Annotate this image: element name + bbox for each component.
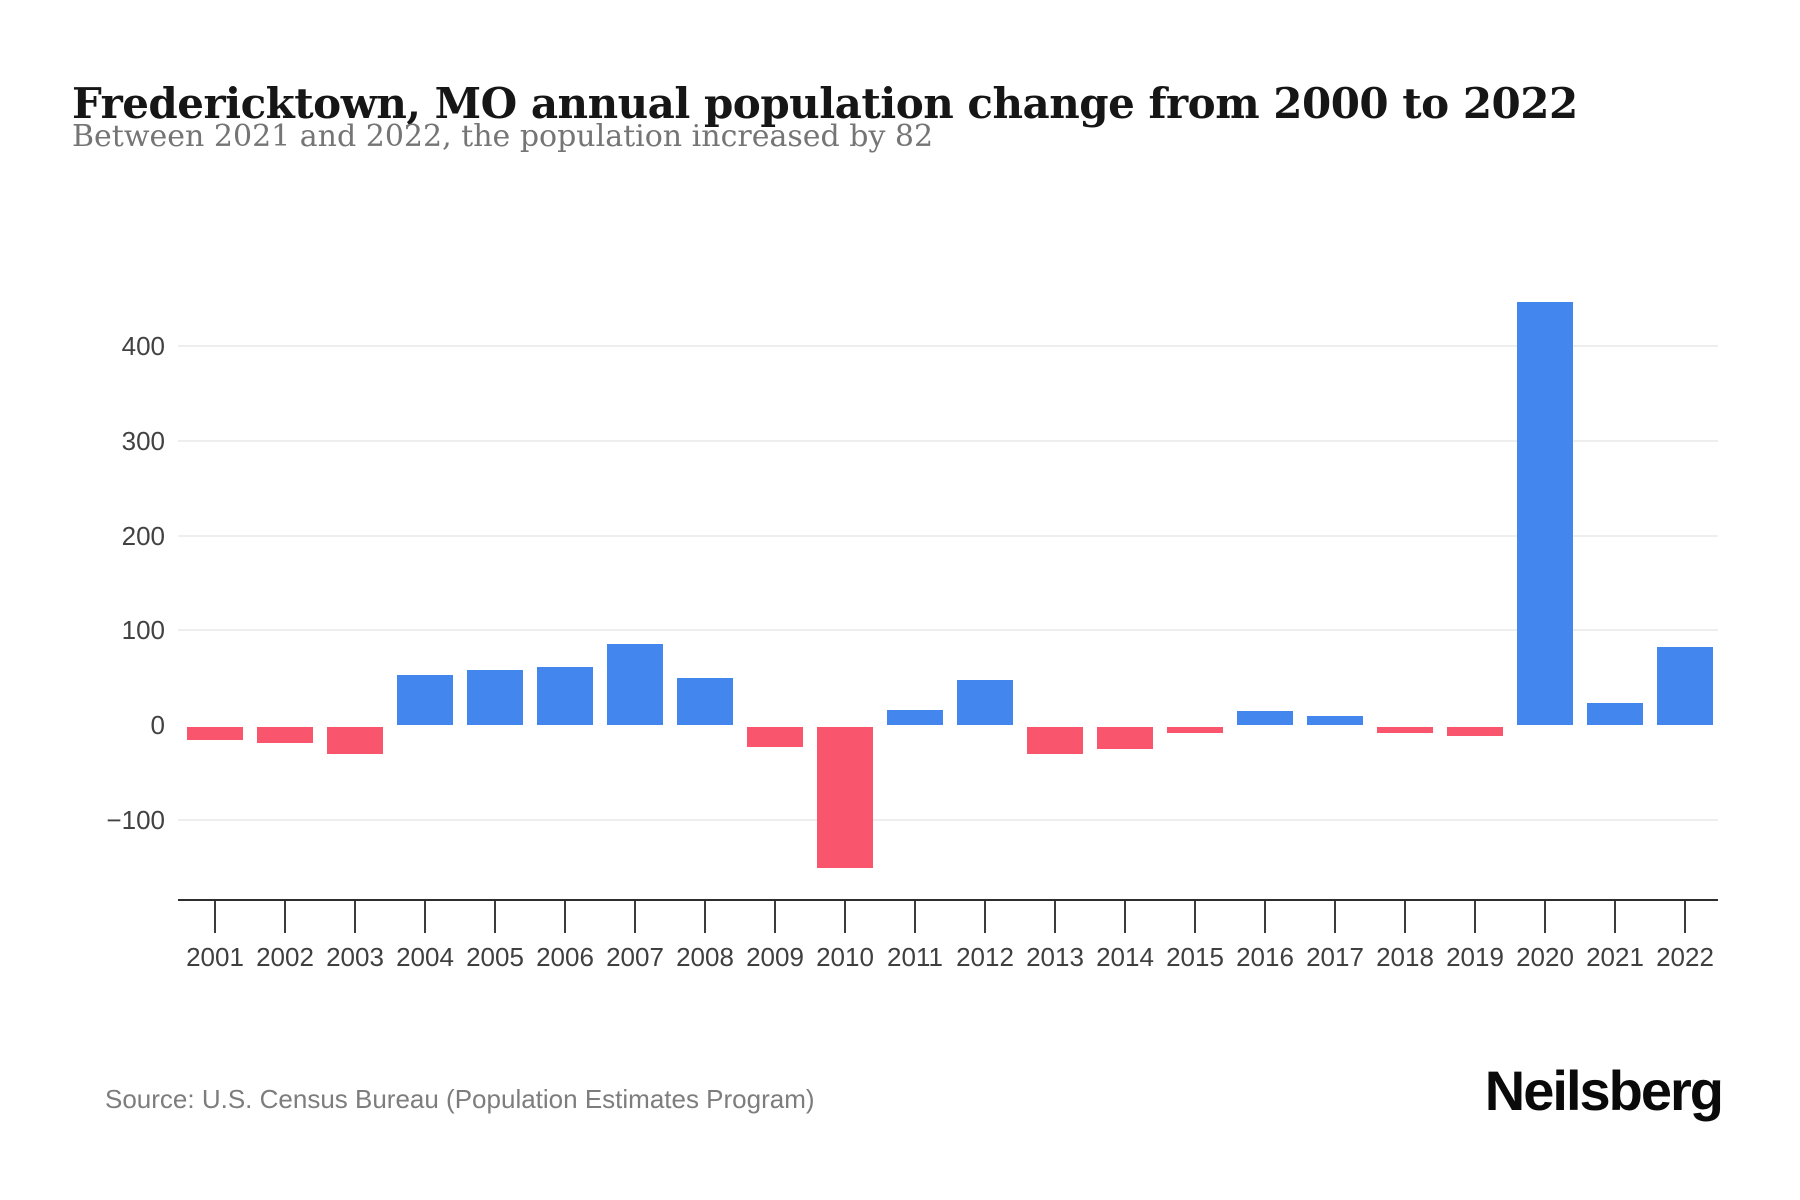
bar-2006[interactable] <box>537 667 593 725</box>
gridline-100 <box>178 629 1718 632</box>
gridline-400 <box>178 345 1718 347</box>
y-axis-tick-label: 0 <box>150 710 165 740</box>
bar-2001[interactable] <box>187 727 243 741</box>
x-axis-tick <box>564 901 566 933</box>
gridline-200 <box>178 534 1718 537</box>
y-axis-tick-label: 100 <box>121 615 165 646</box>
x-axis-tick <box>774 901 776 933</box>
x-axis-tick <box>214 901 216 933</box>
x-axis-tick <box>424 901 426 933</box>
x-axis-year-label: 2009 <box>746 942 804 972</box>
x-axis-tick <box>1264 901 1266 933</box>
gridline-300 <box>178 439 1718 442</box>
x-axis-tick <box>704 901 706 933</box>
x-axis-year-label: 2008 <box>676 942 734 972</box>
bar-2017[interactable] <box>1307 716 1363 725</box>
x-axis-year-label: 2014 <box>1096 942 1154 972</box>
x-axis-year-label: 2022 <box>1656 942 1714 972</box>
neilsberg-logo: Neilsberg <box>1484 1059 1724 1122</box>
x-axis-year-label: 2005 <box>466 942 524 972</box>
y-axis-tick-label: 400 <box>121 331 165 361</box>
x-axis-year-label: 2002 <box>256 942 314 972</box>
x-axis-year-label: 2020 <box>1516 942 1574 972</box>
bar-2004[interactable] <box>397 674 453 725</box>
y-axis-tick-label: 200 <box>121 520 165 551</box>
x-axis-year-label: 2003 <box>326 942 384 972</box>
x-axis-tick <box>1544 901 1546 933</box>
bar-2015[interactable] <box>1167 727 1223 733</box>
x-axis-year-label: 2004 <box>396 942 454 972</box>
x-axis-tick <box>1474 901 1476 933</box>
x-axis-tick <box>1194 901 1196 933</box>
x-axis-year-label: 2018 <box>1376 942 1434 972</box>
gridline--100 <box>178 818 1718 821</box>
bar-2018[interactable] <box>1377 727 1433 733</box>
x-axis-year-label: 2015 <box>1166 942 1224 972</box>
bar-2013[interactable] <box>1027 727 1083 754</box>
x-axis-tick <box>1124 901 1126 933</box>
bar-2020[interactable] <box>1517 302 1573 725</box>
x-axis-tick <box>914 901 916 933</box>
x-axis-year-label: 2012 <box>956 942 1014 972</box>
page-subtitle: Between 2021 and 2022, the population in… <box>72 119 934 154</box>
x-axis-tick <box>1684 901 1686 933</box>
x-axis-year-label: 2021 <box>1586 942 1644 972</box>
y-axis-tick-label: 300 <box>121 425 165 456</box>
x-axis-tick <box>494 901 496 933</box>
bar-2003[interactable] <box>327 727 383 754</box>
x-axis-tick <box>1334 901 1336 933</box>
x-axis-tick <box>1614 901 1616 933</box>
bar-2021[interactable] <box>1587 703 1643 725</box>
bar-2008[interactable] <box>677 677 733 725</box>
x-axis-year-label: 2006 <box>536 942 594 972</box>
bar-2007[interactable] <box>607 643 663 725</box>
x-axis-year-label: 2016 <box>1236 942 1294 972</box>
x-axis-tick <box>984 901 986 933</box>
x-axis-year-label: 2001 <box>186 942 244 972</box>
bar-2014[interactable] <box>1097 727 1153 749</box>
bar-2019[interactable] <box>1447 727 1503 736</box>
x-axis-year-label: 2013 <box>1026 942 1084 972</box>
y-axis-tick-label: −100 <box>106 804 165 835</box>
bar-2022[interactable] <box>1657 647 1713 725</box>
x-axis-tick <box>1404 901 1406 933</box>
x-axis-tick <box>354 901 356 933</box>
bar-2010[interactable] <box>817 727 873 869</box>
source-note: Source: U.S. Census Bureau (Population E… <box>105 1084 815 1114</box>
bar-2012[interactable] <box>957 680 1013 725</box>
x-axis-line <box>178 899 1718 901</box>
x-axis-year-label: 2019 <box>1446 942 1504 972</box>
bar-2011[interactable] <box>887 709 943 725</box>
x-axis-tick <box>284 901 286 933</box>
page-title: Fredericktown, MO annual population chan… <box>72 79 1578 129</box>
x-axis-year-label: 2010 <box>816 942 874 972</box>
bar-2009[interactable] <box>747 727 803 747</box>
x-axis-tick <box>844 901 846 933</box>
bar-2016[interactable] <box>1237 710 1293 725</box>
x-axis-year-label: 2017 <box>1306 942 1364 972</box>
x-axis-tick <box>1054 901 1056 933</box>
bar-2005[interactable] <box>467 670 523 725</box>
x-axis-year-label: 2007 <box>606 942 664 972</box>
x-axis-tick <box>634 901 636 933</box>
x-axis-year-label: 2011 <box>887 942 943 972</box>
bar-2002[interactable] <box>257 727 313 744</box>
